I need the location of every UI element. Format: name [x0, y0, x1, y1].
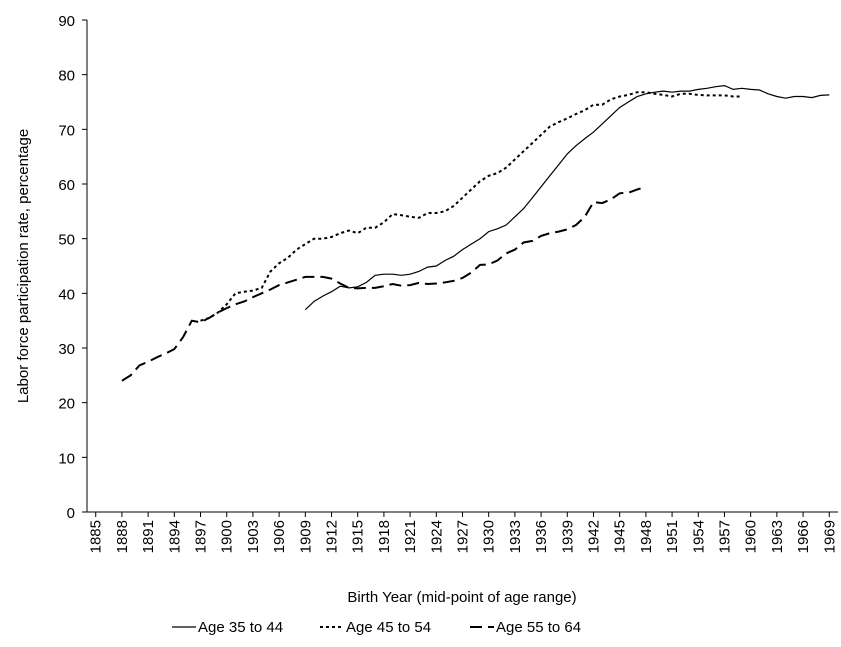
x-tick-label: 1966	[795, 520, 812, 553]
x-tick-label: 1957	[716, 520, 733, 553]
x-tick-label: 1960	[743, 520, 760, 553]
x-tick-label: 1918	[376, 520, 393, 553]
legend-label: Age 35 to 44	[198, 619, 283, 636]
series-line	[200, 91, 742, 322]
x-tick-label: 1921	[402, 520, 419, 553]
x-tick-label: 1945	[612, 520, 629, 553]
x-tick-label: 1885	[88, 520, 105, 553]
x-tick-label: 1900	[219, 520, 236, 553]
x-tick-label: 1897	[193, 520, 210, 553]
x-tick-label: 1942	[585, 520, 602, 553]
y-tick-label: 80	[58, 68, 75, 85]
x-tick-label: 1963	[769, 520, 786, 553]
y-tick-label: 30	[58, 341, 75, 358]
series-line	[121, 185, 647, 382]
x-tick-label: 1906	[271, 520, 288, 553]
y-tick-label: 20	[58, 396, 75, 413]
legend-label: Age 55 to 64	[496, 619, 581, 636]
x-tick-label: 1936	[533, 520, 550, 553]
x-tick-label: 1951	[664, 520, 681, 553]
y-tick-label: 70	[58, 122, 75, 139]
x-tick-label: 1924	[428, 520, 445, 553]
x-tick-label: 1939	[559, 520, 576, 553]
y-axis-label: Labor force participation rate, percenta…	[15, 129, 32, 403]
x-tick-label: 1894	[166, 520, 183, 553]
x-tick-label: 1915	[350, 520, 367, 553]
x-tick-label: 1954	[690, 520, 707, 553]
series-line	[304, 84, 830, 311]
x-tick-label: 1969	[821, 520, 838, 553]
x-tick-label: 1903	[245, 520, 262, 553]
x-tick-label: 1948	[638, 520, 655, 553]
x-tick-label: 1930	[481, 520, 498, 553]
y-tick-label: 50	[58, 232, 75, 249]
y-tick-label: 40	[58, 286, 75, 303]
x-tick-label: 1912	[324, 520, 341, 553]
x-tick-label: 1888	[114, 520, 131, 553]
legend-label: Age 45 to 54	[346, 619, 431, 636]
x-tick-label: 1933	[507, 520, 524, 553]
y-tick-label: 10	[58, 450, 75, 467]
y-tick-label: 90	[58, 13, 75, 30]
x-tick-label: 1909	[297, 520, 314, 553]
x-axis-label: Birth Year (mid-point of age range)	[347, 589, 576, 606]
y-tick-label: 0	[67, 505, 75, 522]
x-tick-label: 1891	[140, 520, 157, 553]
y-tick-label: 60	[58, 177, 75, 194]
x-tick-label: 1927	[455, 520, 472, 553]
